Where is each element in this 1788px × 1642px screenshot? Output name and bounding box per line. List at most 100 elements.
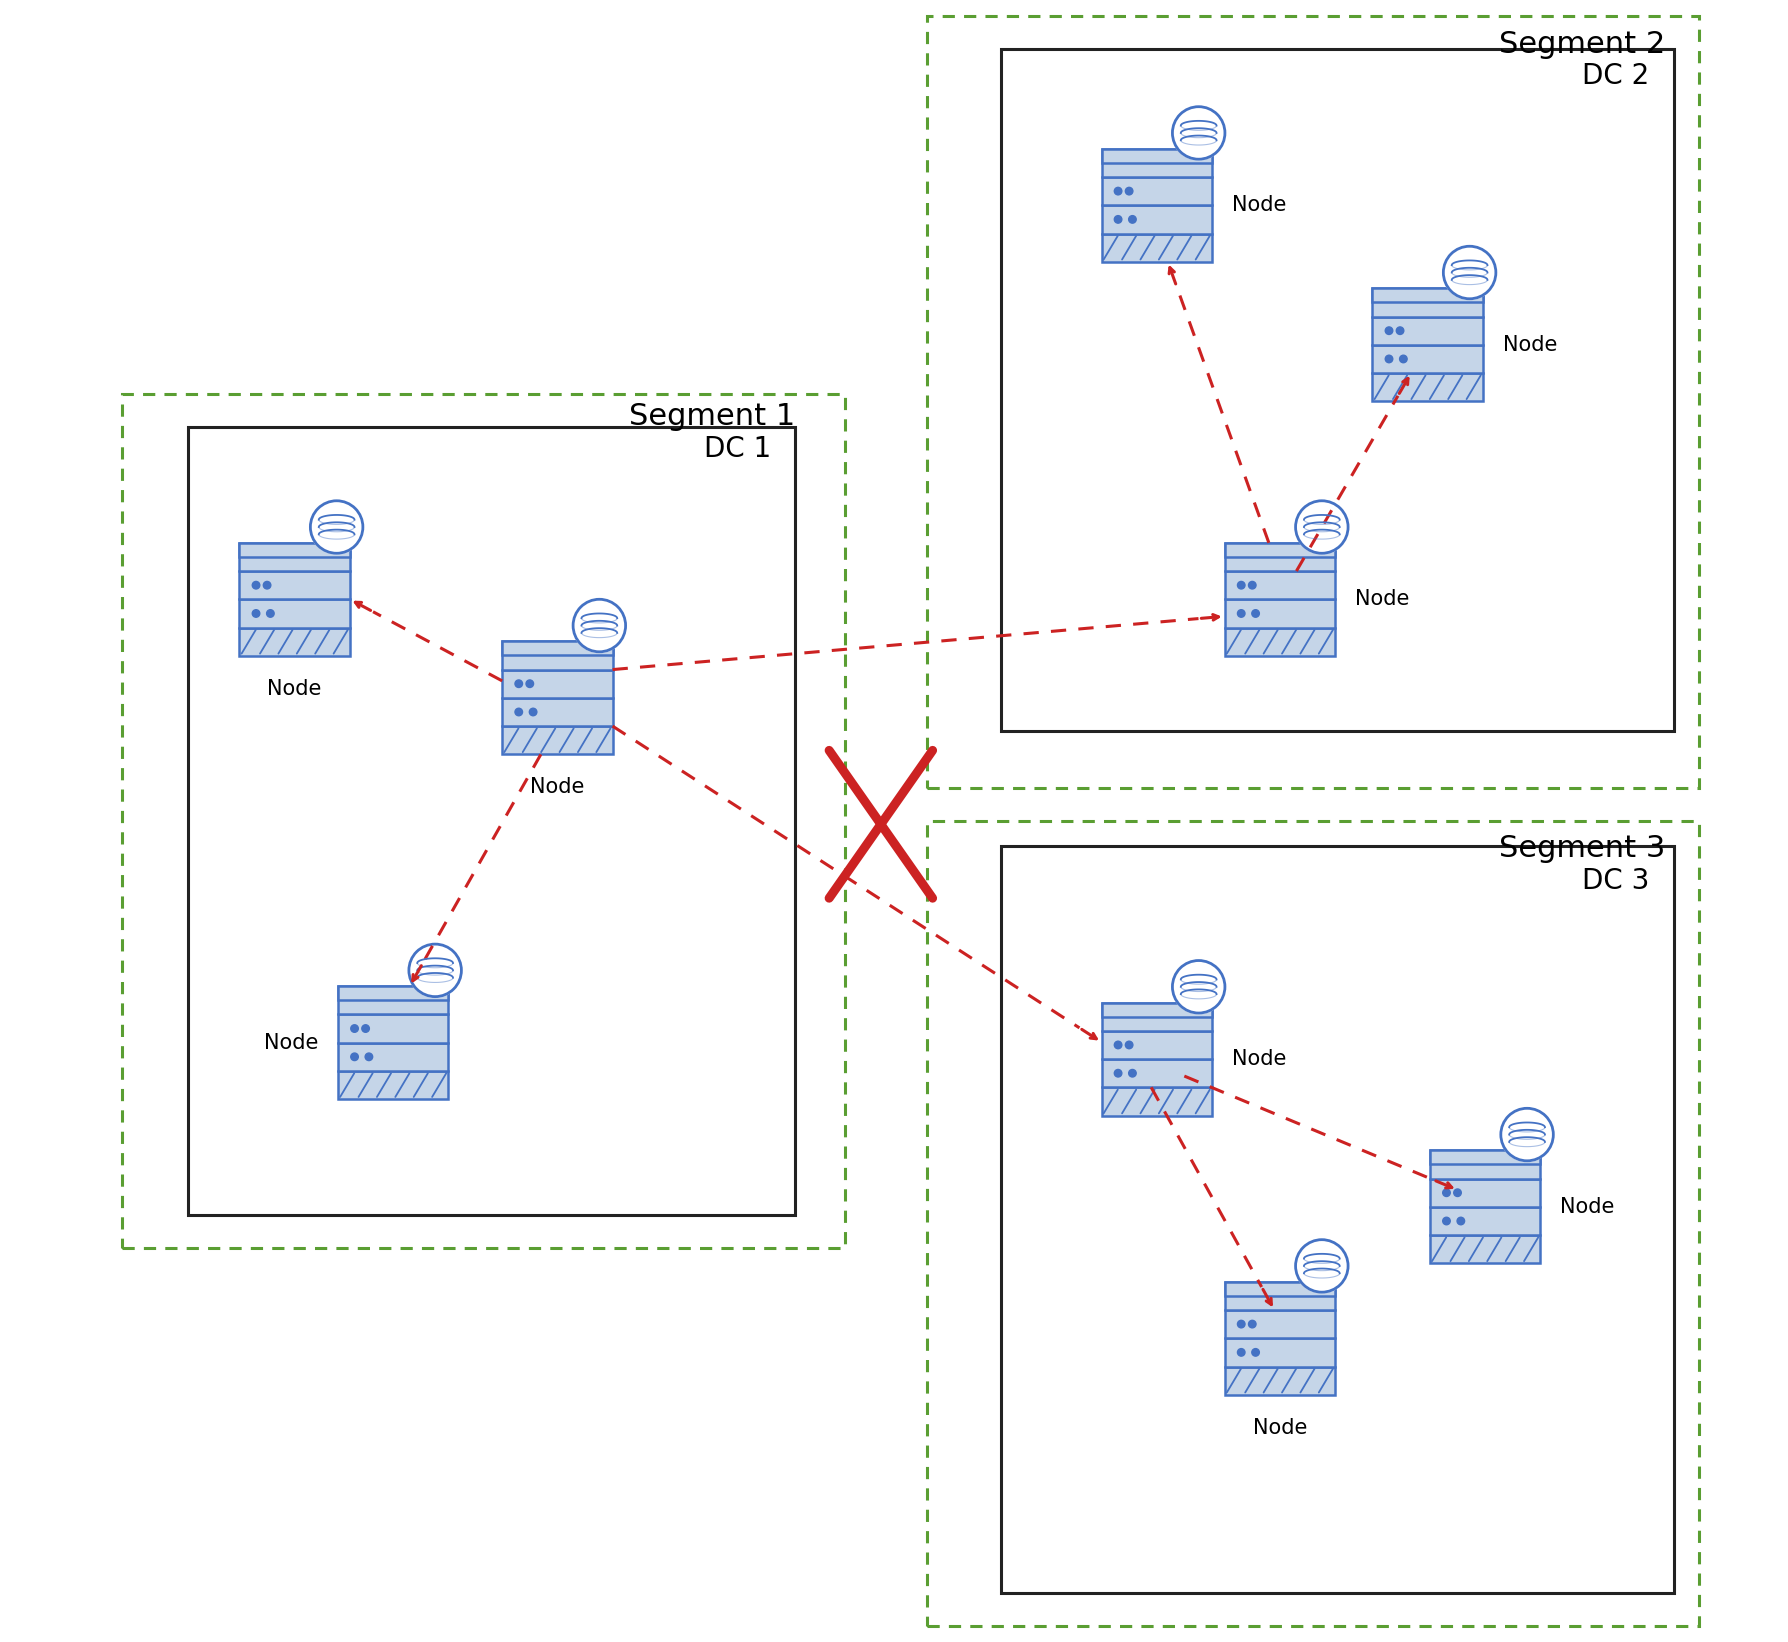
Circle shape	[1252, 1348, 1259, 1356]
Circle shape	[1125, 1041, 1134, 1049]
Polygon shape	[1101, 1003, 1212, 1016]
Text: Node: Node	[1559, 1197, 1615, 1217]
Circle shape	[1171, 959, 1227, 1015]
Circle shape	[1500, 1108, 1554, 1161]
Polygon shape	[1430, 1179, 1539, 1207]
Polygon shape	[1225, 571, 1336, 599]
Circle shape	[1114, 187, 1121, 195]
Polygon shape	[1101, 177, 1212, 205]
Circle shape	[1114, 1041, 1121, 1049]
Text: Segment 2: Segment 2	[1500, 30, 1666, 59]
Polygon shape	[338, 1043, 449, 1071]
Polygon shape	[1225, 1338, 1336, 1366]
Text: Node: Node	[265, 1033, 318, 1053]
Circle shape	[1237, 609, 1244, 617]
Circle shape	[1114, 1069, 1121, 1077]
Circle shape	[1128, 1069, 1135, 1077]
Circle shape	[1173, 961, 1225, 1013]
Polygon shape	[502, 670, 613, 698]
Polygon shape	[1373, 289, 1482, 317]
Polygon shape	[1225, 1366, 1336, 1394]
Circle shape	[1248, 581, 1255, 589]
Polygon shape	[1101, 149, 1212, 163]
Circle shape	[529, 708, 536, 716]
Polygon shape	[1430, 1207, 1539, 1235]
Text: DC 2: DC 2	[1582, 62, 1649, 90]
Text: Node: Node	[1253, 1417, 1307, 1438]
Polygon shape	[338, 987, 449, 1000]
Circle shape	[1125, 187, 1134, 195]
Text: Segment 3: Segment 3	[1500, 834, 1666, 864]
Circle shape	[252, 609, 259, 617]
Text: DC 1: DC 1	[704, 435, 771, 463]
Polygon shape	[1430, 1151, 1539, 1179]
Polygon shape	[1430, 1235, 1539, 1263]
Polygon shape	[502, 698, 613, 726]
Circle shape	[1443, 1189, 1450, 1197]
Text: Node: Node	[1355, 589, 1409, 609]
Polygon shape	[1101, 149, 1212, 177]
Polygon shape	[1225, 1282, 1336, 1296]
Circle shape	[252, 581, 259, 589]
Polygon shape	[1001, 846, 1674, 1593]
Circle shape	[409, 944, 461, 997]
Circle shape	[1252, 609, 1259, 617]
Circle shape	[350, 1025, 358, 1033]
Circle shape	[1400, 355, 1407, 363]
Polygon shape	[1001, 49, 1674, 731]
Polygon shape	[502, 642, 613, 655]
Polygon shape	[1225, 1282, 1336, 1310]
Polygon shape	[240, 627, 350, 655]
Circle shape	[1500, 1107, 1554, 1163]
Polygon shape	[240, 599, 350, 627]
Polygon shape	[1373, 289, 1482, 302]
Circle shape	[515, 708, 522, 716]
Circle shape	[1457, 1217, 1464, 1225]
Text: DC 3: DC 3	[1582, 867, 1649, 895]
Polygon shape	[1101, 1087, 1212, 1115]
Polygon shape	[502, 642, 613, 670]
Circle shape	[1237, 1348, 1244, 1356]
Polygon shape	[338, 1015, 449, 1043]
Polygon shape	[1225, 1310, 1336, 1338]
Polygon shape	[1101, 1059, 1212, 1087]
Polygon shape	[502, 726, 613, 754]
Polygon shape	[1430, 1151, 1539, 1164]
Circle shape	[1295, 499, 1350, 555]
Circle shape	[266, 609, 274, 617]
Circle shape	[1443, 1217, 1450, 1225]
Polygon shape	[188, 427, 796, 1215]
Polygon shape	[1373, 317, 1482, 345]
Polygon shape	[1225, 627, 1336, 655]
Circle shape	[1248, 1320, 1255, 1328]
Circle shape	[263, 581, 270, 589]
Circle shape	[1296, 1240, 1348, 1292]
Polygon shape	[240, 544, 350, 557]
Text: Node: Node	[1232, 195, 1286, 215]
Polygon shape	[1101, 233, 1212, 261]
Circle shape	[515, 680, 522, 688]
Polygon shape	[1101, 1031, 1212, 1059]
Circle shape	[311, 501, 363, 553]
Circle shape	[526, 680, 533, 688]
Circle shape	[572, 598, 628, 654]
Circle shape	[361, 1025, 370, 1033]
Circle shape	[1295, 1238, 1350, 1294]
Text: Node: Node	[1232, 1049, 1286, 1069]
Polygon shape	[338, 987, 449, 1015]
Circle shape	[574, 599, 626, 652]
Circle shape	[1443, 245, 1497, 300]
Circle shape	[365, 1053, 372, 1061]
Circle shape	[1386, 355, 1393, 363]
Polygon shape	[1101, 1003, 1212, 1031]
Text: Node: Node	[268, 678, 322, 699]
Circle shape	[309, 499, 365, 555]
Polygon shape	[338, 1071, 449, 1098]
Circle shape	[1237, 581, 1244, 589]
Circle shape	[1128, 215, 1135, 223]
Text: Node: Node	[531, 777, 585, 798]
Circle shape	[1396, 327, 1404, 335]
Polygon shape	[1373, 373, 1482, 401]
Polygon shape	[1373, 345, 1482, 373]
Circle shape	[1386, 327, 1393, 335]
